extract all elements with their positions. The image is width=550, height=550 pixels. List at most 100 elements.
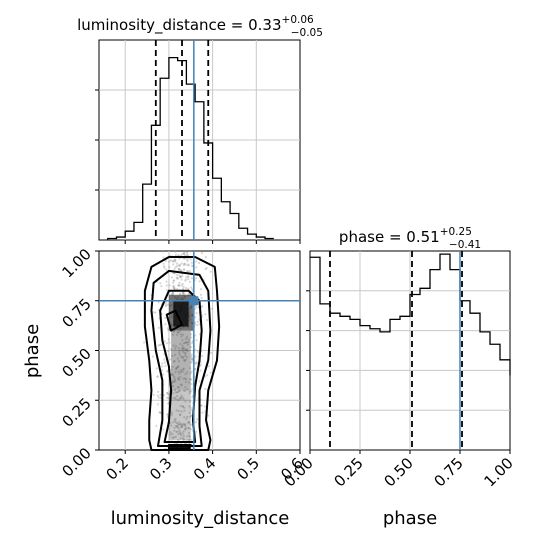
density-x-tick-labels: 0.2 0.3 0.4 0.5 0.6 <box>102 454 306 484</box>
scatter-point <box>185 253 189 256</box>
scatter-point <box>194 361 197 364</box>
scatter-point <box>175 366 178 370</box>
scatter-point <box>154 311 157 314</box>
scatter-point <box>170 413 174 416</box>
scatter-point <box>174 391 177 394</box>
scatter-point <box>163 361 166 364</box>
scatter-point <box>183 253 186 256</box>
scatter-point <box>190 390 193 393</box>
scatter-point <box>177 254 180 257</box>
scatter-point <box>175 265 178 268</box>
scatter-point <box>177 433 180 436</box>
scatter-point <box>177 370 180 373</box>
scatter-point <box>179 422 182 426</box>
scatter-point <box>175 333 178 336</box>
scatter-point <box>167 338 170 341</box>
scatter-point <box>194 316 197 319</box>
scatter-point <box>191 288 194 291</box>
scatter-point <box>195 338 198 342</box>
contour-4 <box>167 444 192 451</box>
scatter-point <box>173 258 177 261</box>
scatter-point <box>162 256 165 259</box>
scatter-point <box>182 291 185 294</box>
scatter-point <box>186 349 189 352</box>
scatter-point <box>163 340 166 343</box>
scatter-point <box>181 338 184 342</box>
scatter-point <box>204 267 207 271</box>
scatter-point <box>183 406 186 409</box>
scatter-point <box>173 287 176 290</box>
scatter-point <box>188 392 191 395</box>
scatter-point <box>165 301 168 304</box>
scatter-point <box>180 355 183 358</box>
scatter-point <box>173 347 177 350</box>
scatter-point <box>156 375 159 378</box>
scatter-point <box>180 394 183 397</box>
scatter-point <box>190 353 193 356</box>
scatter-point <box>176 277 179 280</box>
density-truth-marker <box>189 296 199 306</box>
hist1-step-line <box>107 56 274 240</box>
scatter-point <box>176 357 179 360</box>
scatter-point <box>184 341 187 344</box>
scatter-point <box>180 397 183 400</box>
scatter-point <box>181 405 185 408</box>
scatter-point <box>184 389 187 392</box>
scatter-point <box>179 396 182 399</box>
scatter-point <box>163 358 166 361</box>
scatter-point <box>179 413 182 416</box>
scatter-point <box>178 420 181 424</box>
scatter-point <box>177 267 180 271</box>
scatter-point <box>185 348 188 351</box>
scatter-point <box>165 284 168 287</box>
hist1-title: luminosity_distance = 0.33+0.06 −0.05 <box>77 14 323 39</box>
scatter-point <box>200 296 203 300</box>
scatter-point <box>179 342 182 346</box>
scatter-point <box>155 424 158 427</box>
scatter-point <box>203 405 207 408</box>
scatter-point <box>177 264 180 267</box>
scatter-point <box>168 260 171 263</box>
scatter-point <box>179 333 182 336</box>
scatter-point <box>181 370 184 373</box>
scatter-point <box>178 389 181 392</box>
scatter-point <box>173 380 176 384</box>
scatter-point <box>170 368 173 371</box>
density-y-tick-label-2: 0.50 <box>58 345 94 381</box>
scatter-point <box>207 414 210 417</box>
scatter-point <box>171 354 174 357</box>
hist1-panel: luminosity_distance = 0.33+0.06 −0.05 <box>77 14 323 244</box>
scatter-point <box>182 250 186 253</box>
scatter-point <box>171 392 175 395</box>
scatter-point <box>184 349 187 352</box>
scatter-point <box>173 378 176 381</box>
scatter-point <box>179 292 182 295</box>
scatter-point <box>170 381 174 384</box>
scatter-point <box>196 323 199 327</box>
scatter-point <box>182 422 185 426</box>
scatter-point <box>181 350 185 353</box>
scatter-point <box>183 377 187 380</box>
scatter-point <box>201 304 204 308</box>
scatter-point <box>173 359 176 363</box>
scatter-point <box>173 267 176 271</box>
scatter-point <box>156 403 160 406</box>
scatter-point <box>190 264 194 267</box>
hist2-grid <box>310 251 510 450</box>
scatter-point <box>186 435 189 438</box>
scatter-point <box>175 262 179 265</box>
density-shade-2 <box>171 330 191 391</box>
scatter-point <box>178 274 181 277</box>
scatter-point <box>188 439 191 442</box>
scatter-point <box>183 351 186 354</box>
scatter-point <box>174 396 177 399</box>
scatter-point <box>161 373 165 376</box>
scatter-point <box>184 358 187 361</box>
scatter-point <box>174 397 177 401</box>
scatter-point <box>190 438 193 441</box>
scatter-point <box>177 422 180 426</box>
scatter-point <box>176 430 179 433</box>
scatter-point <box>181 405 184 408</box>
scatter-point <box>179 404 182 408</box>
scatter-point <box>191 342 194 345</box>
